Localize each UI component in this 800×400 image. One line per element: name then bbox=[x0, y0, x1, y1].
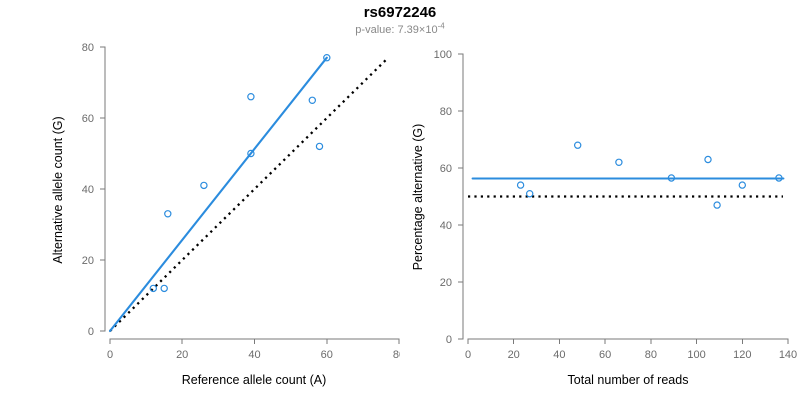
p-value-subtitle: p-value: 7.39×10-4 bbox=[0, 21, 800, 37]
data-point bbox=[160, 284, 168, 293]
right-x-ticklabel-140: 140 bbox=[779, 349, 797, 361]
right-y-ticklabel-20: 20 bbox=[440, 277, 452, 289]
left-y-axis-title: Alternative allele count (G) bbox=[51, 116, 65, 263]
data-point bbox=[247, 149, 255, 158]
data-point bbox=[200, 181, 208, 190]
data-point bbox=[247, 92, 255, 101]
p-value-text: p-value: 7.39×10 bbox=[355, 24, 438, 36]
right-y-axis-title: Percentage alternative (G) bbox=[411, 124, 425, 271]
data-point bbox=[525, 189, 534, 198]
scatter-panel-percentage: 0 20 40 60 80 100 120 140 Total number o… bbox=[400, 0, 800, 400]
data-point bbox=[516, 181, 525, 189]
page-title: rs6972246 bbox=[363, 4, 437, 21]
right-x-ticklabel-40: 40 bbox=[553, 349, 565, 361]
right-y-axis-line bbox=[458, 53, 464, 340]
right-x-ticklabel-0: 0 bbox=[465, 349, 471, 361]
left-x-axis-title: Reference allele count (A) bbox=[182, 373, 327, 387]
left-plot-svg: 0 20 40 60 80 Reference allele count (A)… bbox=[51, 42, 400, 387]
right-x-ticklabel-20: 20 bbox=[508, 349, 520, 361]
p-value-exponent: -4 bbox=[437, 21, 445, 31]
scatter-panel-allele-counts: 0 20 40 60 80 Reference allele count (A)… bbox=[51, 42, 400, 387]
left-x-ticklabel-40: 40 bbox=[248, 349, 260, 361]
right-x-ticklabel-100: 100 bbox=[687, 349, 705, 361]
left-x-ticklabel-0: 0 bbox=[107, 349, 113, 361]
right-x-ticklabel-60: 60 bbox=[599, 349, 611, 361]
right-y-ticklabel-80: 80 bbox=[440, 106, 452, 118]
left-y-ticklabel-20: 20 bbox=[82, 255, 94, 267]
chart-header: rs6972246 p-value: 7.39×10-4 bbox=[0, 4, 800, 37]
data-point bbox=[738, 181, 746, 189]
right-x-axis-line bbox=[467, 338, 789, 344]
left-y-ticklabel-60: 60 bbox=[82, 113, 94, 125]
right-plot-svg: 0 20 40 60 80 100 120 140 Total number o… bbox=[411, 49, 797, 387]
data-point bbox=[323, 54, 331, 62]
data-point bbox=[164, 210, 172, 218]
right-y-ticklabel-40: 40 bbox=[440, 220, 452, 232]
left-y-ticklabel-80: 80 bbox=[82, 42, 94, 54]
data-point bbox=[775, 174, 783, 182]
right-x-ticklabel-80: 80 bbox=[645, 349, 657, 361]
right-x-axis-title: Total number of reads bbox=[568, 373, 689, 387]
left-x-ticklabel-60: 60 bbox=[321, 349, 333, 361]
data-point bbox=[315, 142, 324, 151]
data-point bbox=[308, 96, 316, 105]
right-y-ticklabel-60: 60 bbox=[440, 163, 452, 175]
data-point bbox=[713, 201, 721, 209]
data-point bbox=[149, 284, 157, 293]
right-y-ticklabel-100: 100 bbox=[434, 49, 452, 61]
right-y-ticklabel-0: 0 bbox=[446, 334, 452, 346]
left-x-ticklabel-20: 20 bbox=[176, 349, 188, 361]
data-point bbox=[615, 158, 623, 166]
data-point bbox=[667, 174, 676, 182]
data-point bbox=[704, 155, 712, 164]
left-x-ticklabel-80: 80 bbox=[393, 349, 400, 361]
regression-line bbox=[108, 56, 328, 333]
right-x-ticklabel-120: 120 bbox=[733, 349, 751, 361]
left-y-ticklabel-0: 0 bbox=[88, 326, 94, 338]
data-point bbox=[573, 141, 582, 149]
left-y-ticklabel-40: 40 bbox=[82, 184, 94, 196]
identity-line bbox=[109, 56, 390, 332]
